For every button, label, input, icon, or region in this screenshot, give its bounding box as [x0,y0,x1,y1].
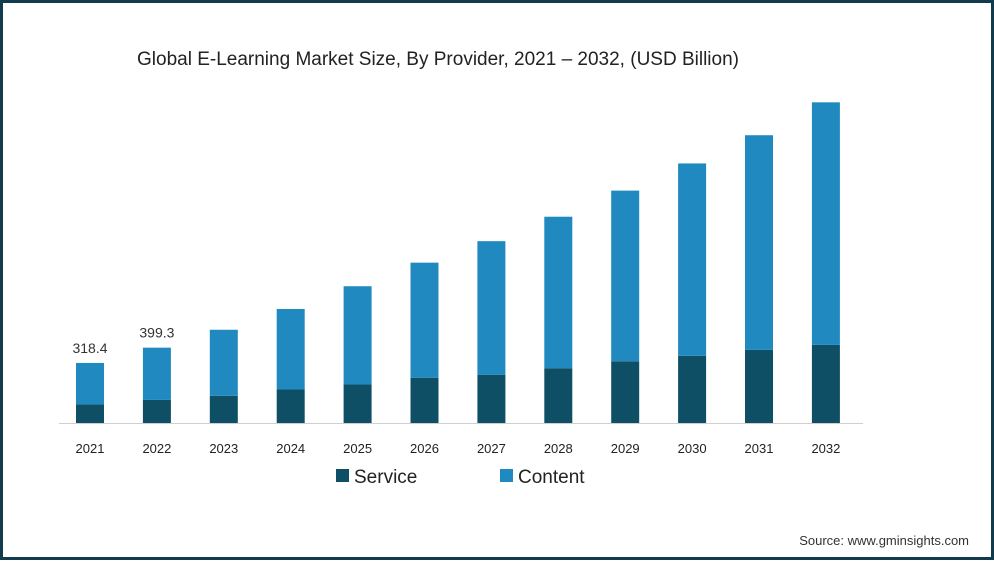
x-tick-label-2028: 2028 [544,441,573,456]
x-tick-label-2032: 2032 [811,441,840,456]
bar-service-2023 [209,395,238,423]
bar-content-2028 [544,216,573,369]
x-tick-label-2025: 2025 [343,441,372,456]
bar-service-2027 [477,374,506,423]
x-tick-label-2031: 2031 [745,441,774,456]
source-note: Source: www.gminsights.com [799,533,969,548]
bar-service-2030 [678,355,707,423]
x-tick-label-2021: 2021 [76,441,105,456]
data-label-2021: 318.4 [72,340,107,356]
bar-service-2029 [611,361,640,423]
legend-label-service: Service [354,467,417,488]
bar-content-2024 [276,308,305,390]
x-tick-label-2023: 2023 [209,441,238,456]
bar-content-2025 [343,286,372,385]
bar-chart: 2021 2022 2023 2024 2025 2026 2027 2028 2029 2030… [59,102,863,488]
bar-content-2032 [811,102,840,345]
bar-content-2027 [477,241,506,375]
bar-content-2031 [745,135,773,350]
bar-service-2026 [410,377,439,423]
x-tick-label-2027: 2027 [477,441,506,456]
bar-service-2021 [76,404,104,423]
bar-service-2028 [544,368,573,423]
bar-service-2031 [745,349,773,423]
legend-swatch-service [336,469,349,482]
bar-content-2026 [410,262,439,378]
x-tick-label-2024: 2024 [276,441,305,456]
bar-content-2021 [76,362,104,405]
bar-service-2024 [276,389,305,423]
bar-service-2022 [142,399,171,423]
bar-service-2032 [811,344,840,423]
x-tick-label-2029: 2029 [611,441,640,456]
legend-label-content: Content [518,467,585,488]
bar-content-2023 [209,329,238,396]
data-label-2022: 399.3 [139,325,174,341]
x-tick-label-2022: 2022 [142,441,171,456]
bar-content-2022 [142,347,171,400]
legend-swatch-content [500,469,513,482]
bar-content-2030 [678,163,707,356]
x-tick-label-2030: 2030 [678,441,707,456]
bar-service-2025 [343,384,372,423]
bar-content-2029 [611,190,640,362]
chart-title: Global E-Learning Market Size, By Provid… [137,49,739,70]
x-tick-label-2026: 2026 [410,441,439,456]
